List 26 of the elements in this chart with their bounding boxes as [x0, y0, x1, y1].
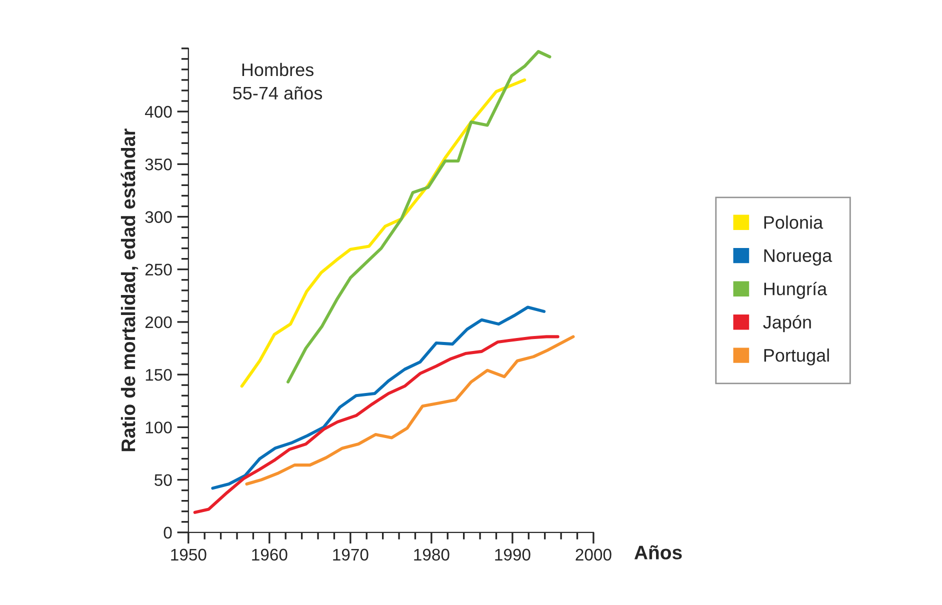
line-series	[245, 335, 575, 486]
x-axis-title: Años	[634, 545, 682, 560]
y-tick-label: 300	[145, 211, 172, 223]
x-tick-label: 2000	[576, 548, 612, 561]
legend-label: Hungría	[764, 282, 828, 299]
y-axis-title: Ratio de mortalidad, edad estándar	[120, 128, 138, 452]
legend-label: Polonia	[764, 216, 824, 229]
y-tick-label: 150	[146, 368, 172, 381]
y-tick-label: 0	[164, 526, 172, 539]
legend-label: Japón	[763, 315, 811, 332]
x-tick-label: 1950	[171, 548, 206, 561]
x-tick-label: 1960	[252, 548, 288, 561]
y-tick-label: 400	[145, 106, 172, 118]
legend-label: Portugal	[764, 348, 829, 366]
line-series	[193, 335, 560, 514]
x-tick-label: 1970	[333, 548, 368, 561]
y-tick-label: 250	[145, 264, 172, 276]
annotation: Hombres 55-74 años	[233, 62, 322, 100]
y-tick-label: 100	[146, 422, 172, 434]
y-tick-label: 350	[145, 158, 172, 170]
x-tick-label: 1990	[495, 548, 530, 561]
legend-label: Noruega	[764, 249, 832, 266]
y-tick-label: 200	[145, 316, 172, 328]
line-series	[211, 306, 546, 490]
y-tick-label: 50	[154, 474, 172, 486]
x-tick-label: 1980	[414, 548, 450, 561]
